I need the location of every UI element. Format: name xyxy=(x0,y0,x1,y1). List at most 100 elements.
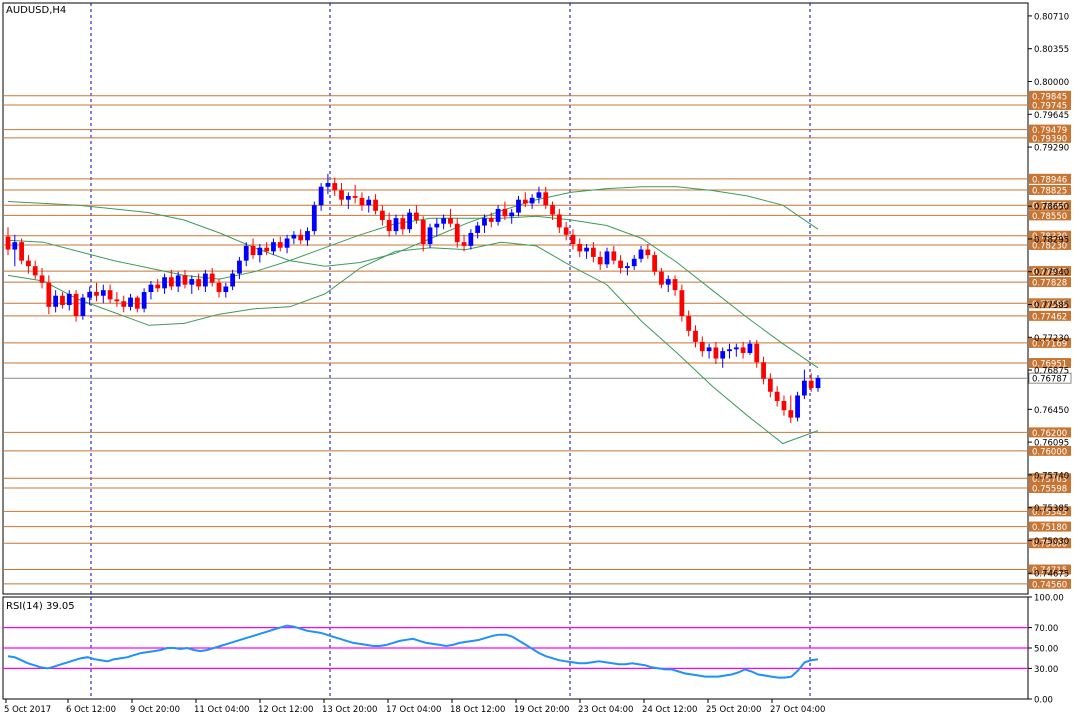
candle xyxy=(73,290,79,322)
level-tag xyxy=(1029,210,1071,221)
candle-body xyxy=(393,218,399,232)
candle xyxy=(645,244,651,259)
level-tag xyxy=(1029,358,1071,369)
candle-body xyxy=(672,279,678,291)
candle-body xyxy=(73,293,79,317)
candle xyxy=(339,183,344,206)
level-label: 0.78946 xyxy=(1032,175,1067,185)
candle xyxy=(584,244,589,259)
candle-body xyxy=(60,295,65,305)
candle-body xyxy=(815,377,821,389)
candle xyxy=(257,244,263,263)
time-marker-lines xyxy=(90,3,811,699)
candle-body xyxy=(652,255,658,272)
level-label: 0.77598 xyxy=(1032,300,1067,310)
candle-body xyxy=(87,292,93,298)
candle-body xyxy=(386,220,392,232)
candle-body xyxy=(563,227,569,235)
candle-body xyxy=(590,247,596,257)
candle xyxy=(175,271,181,293)
candle xyxy=(427,223,433,248)
candle xyxy=(196,273,201,291)
candle xyxy=(148,280,154,300)
candle-body xyxy=(196,279,201,287)
level-tag xyxy=(1029,200,1071,211)
candle xyxy=(305,227,310,246)
candle xyxy=(243,242,249,267)
candle xyxy=(87,286,93,305)
time-tick-label: 17 Oct 04:00 xyxy=(386,705,441,715)
candle xyxy=(53,290,59,313)
candle xyxy=(448,208,453,228)
upper-band-line xyxy=(7,186,819,267)
level-tag xyxy=(1029,310,1071,321)
candle xyxy=(550,201,555,221)
level-label: 0.75703 xyxy=(1032,475,1067,485)
candle xyxy=(699,336,705,357)
time-tick-label: 12 Oct 12:00 xyxy=(258,705,313,715)
candle xyxy=(611,245,617,265)
candle xyxy=(434,218,440,237)
price-tick-label: 0.79290 xyxy=(1034,144,1069,154)
candle xyxy=(570,229,576,250)
candle-body xyxy=(502,208,508,217)
candle xyxy=(597,251,603,270)
rsi-label: RSI(14) 39.05 xyxy=(6,601,75,612)
candle xyxy=(39,268,45,289)
candle xyxy=(359,192,365,211)
level-tag xyxy=(1029,100,1071,111)
price-tick-label: 0.80355 xyxy=(1034,45,1069,55)
candle xyxy=(808,373,814,392)
time-tick-label: 6 Oct 12:00 xyxy=(66,705,116,715)
candle xyxy=(488,212,494,228)
middle-band-line xyxy=(7,215,819,369)
candle-body xyxy=(182,275,188,285)
candle xyxy=(291,231,297,245)
candle-body xyxy=(114,299,120,302)
candle-body xyxy=(441,218,447,224)
level-tag xyxy=(1029,277,1071,288)
candle-body xyxy=(774,391,780,402)
candle-body xyxy=(39,275,45,283)
candle-body xyxy=(686,316,692,331)
level-tag xyxy=(1029,266,1071,277)
candle xyxy=(563,221,569,241)
candle xyxy=(107,284,113,304)
candle-body xyxy=(26,260,31,267)
time-tick-label: 24 Oct 12:00 xyxy=(642,705,697,715)
candle xyxy=(5,227,11,256)
candle xyxy=(577,238,583,257)
level-tag xyxy=(1029,578,1071,589)
candle-body xyxy=(699,341,705,352)
price-tick-label: 0.76875 xyxy=(1034,367,1069,377)
level-label: 0.77828 xyxy=(1032,279,1067,289)
candle xyxy=(495,205,501,226)
candle-body xyxy=(488,218,494,222)
candle xyxy=(590,242,596,263)
candle xyxy=(182,269,188,289)
candle-body xyxy=(134,297,140,309)
price-tick-label: 0.77585 xyxy=(1034,301,1069,311)
candle-body xyxy=(352,195,358,198)
candle xyxy=(94,282,99,302)
candle xyxy=(230,269,236,291)
candle xyxy=(203,269,208,293)
level-tag xyxy=(1029,124,1071,135)
candle xyxy=(373,194,378,215)
candle xyxy=(529,194,535,209)
candle-body xyxy=(366,199,372,206)
candle-body xyxy=(754,343,760,363)
level-label: 0.77947 xyxy=(1032,268,1067,278)
candle-body xyxy=(230,273,236,287)
candle xyxy=(366,195,372,213)
candle-body xyxy=(570,234,576,245)
time-tick-label: 13 Oct 20:00 xyxy=(322,705,377,715)
candle-body xyxy=(468,232,474,246)
candle-body xyxy=(209,273,215,283)
level-label: 0.79479 xyxy=(1032,126,1067,136)
candle-body xyxy=(257,247,263,256)
candle xyxy=(46,275,52,315)
candle-body xyxy=(203,273,208,287)
candle-body xyxy=(761,362,766,379)
